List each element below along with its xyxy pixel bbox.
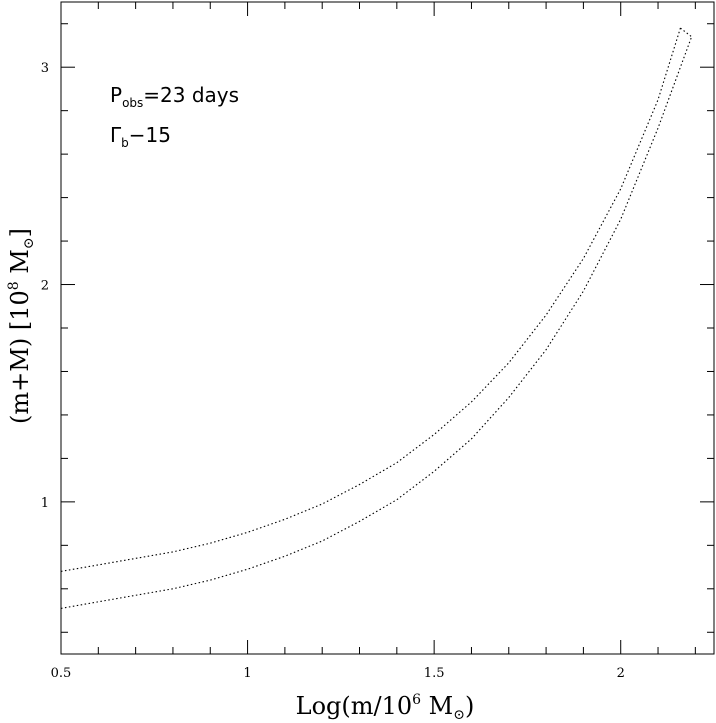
y-tick-label: 2 (41, 279, 49, 294)
period-annotation: Pobs=23 days (110, 83, 239, 110)
annotations: Pobs=23 days Γb−15 (110, 83, 239, 150)
y-tick-label: 3 (41, 61, 49, 76)
x-tick-label: 1 (243, 666, 251, 681)
x-axis-title: Log(m/106 M⊙) (296, 692, 475, 723)
curve-cap (680, 27, 692, 38)
y-axis-title: (m+M) [108 M⊙] (6, 228, 37, 424)
x-tick-label: 2 (617, 666, 625, 681)
tick-marks (60, 2, 714, 654)
curves (60, 27, 693, 609)
curve-upper (60, 27, 681, 572)
x-tick-label: 1.5 (424, 666, 445, 681)
lorentz-factor-annotation: Γb−15 (110, 123, 171, 150)
tick-labels: 0.5 1 1.5 2 1 2 3 (41, 61, 625, 681)
y-tick-label: 1 (41, 496, 49, 511)
x-tick-label: 0.5 (51, 666, 72, 681)
